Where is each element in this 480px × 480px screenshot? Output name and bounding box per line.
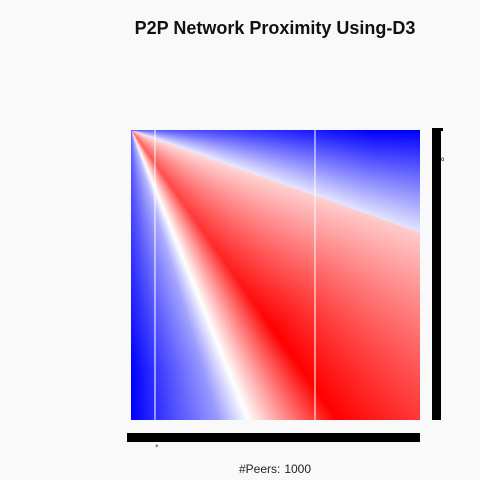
x-axis-tick-band [127, 433, 420, 442]
heatmap-image [131, 130, 420, 420]
y-axis-tick-label: o [441, 157, 445, 163]
x-axis-tick-label: × [155, 444, 159, 450]
chart-title: P2P Network Proximity Using-D3 [134, 18, 416, 38]
peer-count-value: 1000 [284, 462, 312, 476]
y-axis-tick-band-top [432, 128, 443, 131]
peer-count-label: #Peers: [238, 462, 281, 476]
y-axis-tick-band [432, 129, 441, 420]
peer-count: #Peers: 1000 [0, 462, 480, 476]
